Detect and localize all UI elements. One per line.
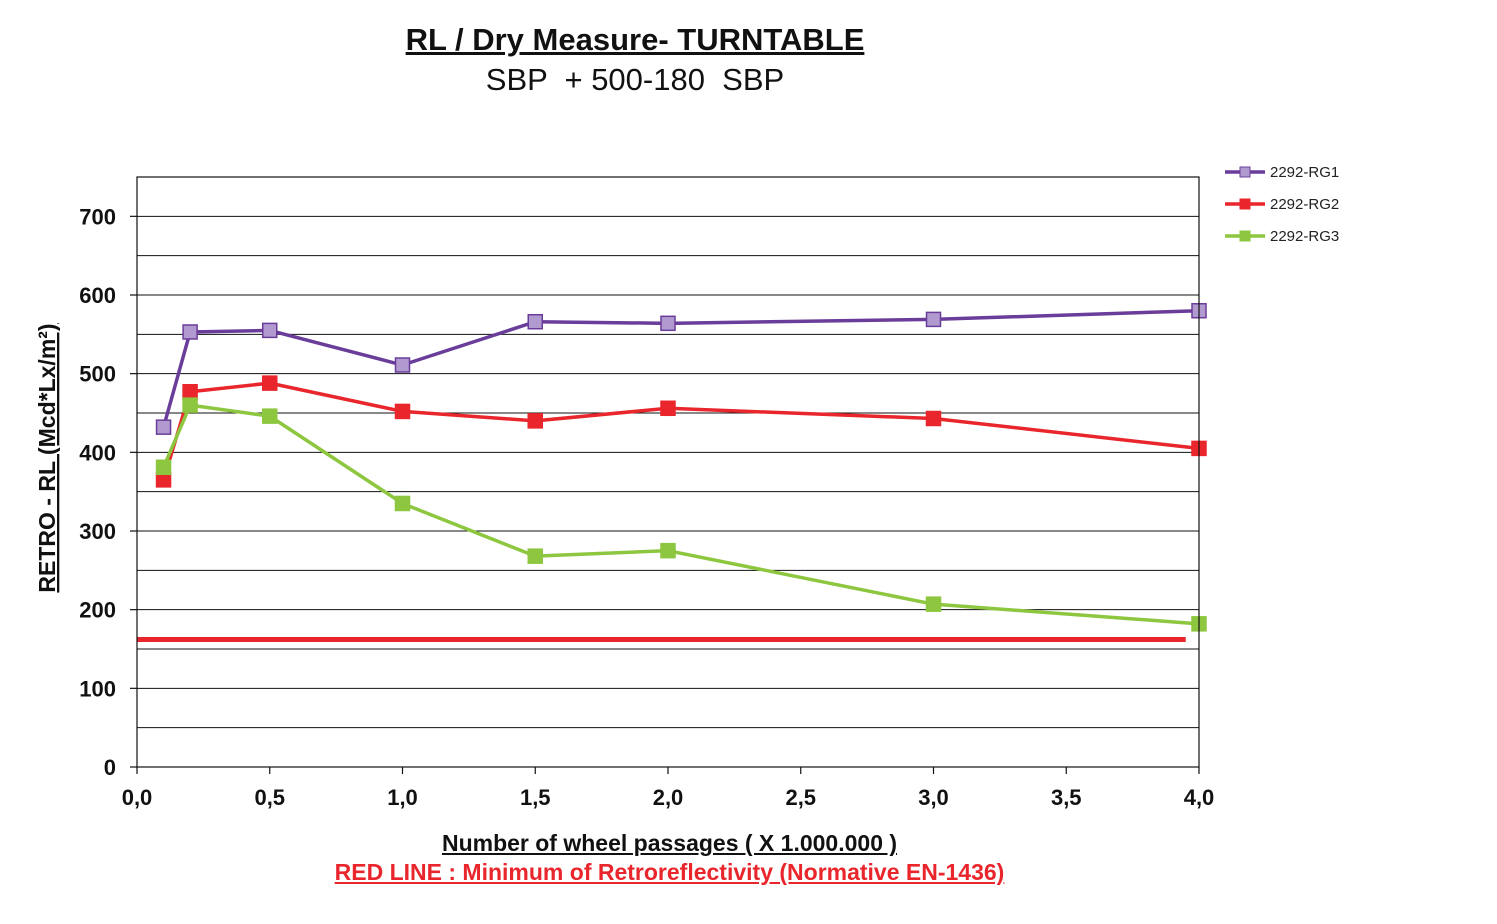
data-point <box>394 495 411 512</box>
chart-title: RL / Dry Measure- TURNTABLE <box>405 22 865 57</box>
reference-line-note: RED LINE : Minimum of Retroreflectivity … <box>334 859 1005 885</box>
data-point <box>394 357 411 373</box>
y-tick-label: 500 <box>79 362 116 387</box>
data-point <box>394 403 411 420</box>
data-point <box>527 548 543 564</box>
data-point <box>182 324 198 340</box>
data-point <box>527 313 543 330</box>
series-line-2 <box>161 381 1200 481</box>
x-tick-label: 0,0 <box>122 785 153 810</box>
y-tick-label: 0 <box>104 755 116 780</box>
data-point <box>182 384 198 400</box>
plot-frame <box>136 176 1200 768</box>
x-tick-label: 1,0 <box>387 785 418 810</box>
data-point <box>925 311 942 328</box>
data-point <box>925 596 942 612</box>
series-line-3 <box>161 403 1200 626</box>
legend-label: 2292-RG1 <box>1270 164 1339 181</box>
legend-label: 2292-RG3 <box>1270 228 1339 245</box>
data-point <box>925 410 942 427</box>
data-point <box>262 322 278 339</box>
data-point <box>182 397 198 413</box>
legend-marker <box>1239 198 1251 210</box>
legend-label: 2292-RG2 <box>1270 196 1339 213</box>
x-tick-label: 1,5 <box>520 785 551 810</box>
y-tick-label: 100 <box>79 676 116 701</box>
data-point <box>660 315 676 332</box>
axes-group: 0 100 200 300 400 500 600 700 0,0 0,5 1,0 1,5 2,0 2,5… <box>79 176 1215 810</box>
data-point <box>155 459 172 476</box>
data-point <box>262 408 278 424</box>
y-tick-label: 200 <box>79 598 116 623</box>
legend-marker <box>1239 166 1251 178</box>
legend: 2292-RG1 2292-RG2 2292-RG3 <box>1225 164 1339 245</box>
data-point <box>262 375 278 391</box>
chart-subtitle: SBP + 500-180 SBP <box>485 62 785 97</box>
x-tick-label: 3,0 <box>918 785 949 810</box>
grid-lines <box>137 215 1199 729</box>
x-tick-label: 4,0 <box>1184 785 1215 810</box>
x-tick-label: 2,5 <box>785 785 816 810</box>
data-point <box>660 400 676 417</box>
x-tick-label: 0,5 <box>254 785 285 810</box>
series-line-1 <box>161 308 1200 428</box>
x-tick-label: 3,5 <box>1051 785 1082 810</box>
y-tick-label: 600 <box>79 283 116 308</box>
y-tick-label: 700 <box>79 204 116 229</box>
y-axis-label: RETRO - RL (Mcd*Lx/m²) <box>34 323 60 592</box>
data-point <box>155 419 172 435</box>
x-axis-label: Number of wheel passages ( X 1.000.000 ) <box>441 830 898 856</box>
legend-marker <box>1239 230 1251 242</box>
series-group <box>155 302 1207 632</box>
y-tick-label: 400 <box>79 440 116 465</box>
x-tick-label: 2,0 <box>653 785 684 810</box>
data-point <box>527 413 543 429</box>
y-tick-label: 300 <box>79 519 116 544</box>
data-point <box>660 542 676 559</box>
